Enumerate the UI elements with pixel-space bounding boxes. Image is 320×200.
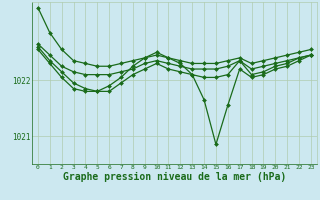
X-axis label: Graphe pression niveau de la mer (hPa): Graphe pression niveau de la mer (hPa) <box>63 172 286 182</box>
